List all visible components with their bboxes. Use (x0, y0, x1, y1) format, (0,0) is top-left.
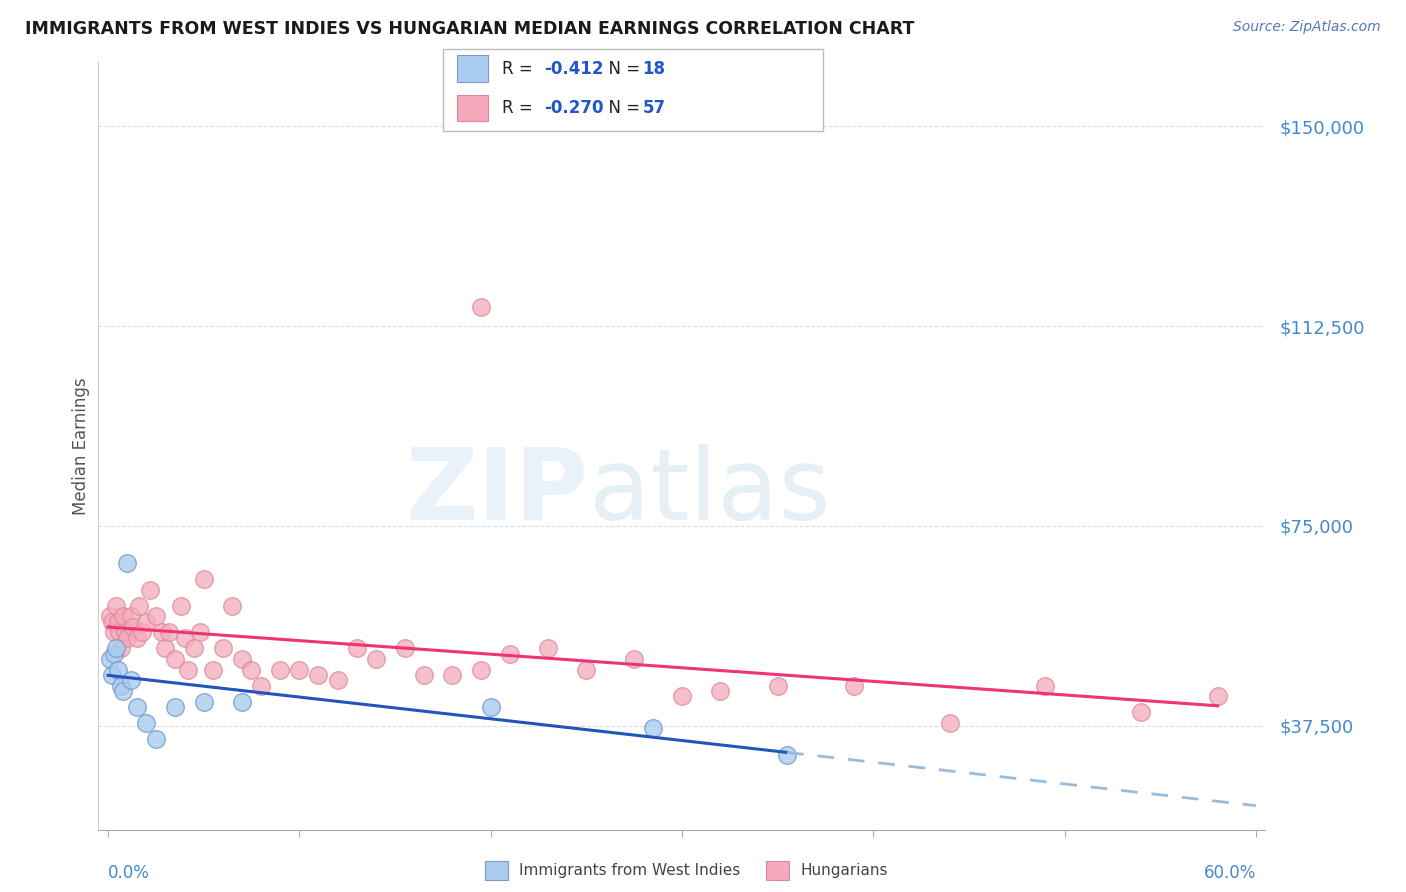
Point (470, 301, 492, 315)
Point (128, 599, 150, 613)
Point (394, 641, 416, 656)
Point (479, 700, 502, 714)
Text: IMMIGRANTS FROM WEST INDIES VS HUNGARIAN MEDIAN EARNINGS CORRELATION CHART: IMMIGRANTS FROM WEST INDIES VS HUNGARIAN… (25, 20, 915, 37)
Point (145, 609, 167, 624)
Text: -0.270: -0.270 (544, 99, 603, 117)
Point (115, 556, 138, 570)
Point (120, 609, 142, 624)
Y-axis label: Median Earnings: Median Earnings (72, 377, 90, 515)
Point (412, 668, 434, 682)
Point (193, 572, 215, 586)
Point (110, 641, 132, 656)
Text: Source: ZipAtlas.com: Source: ZipAtlas.com (1233, 20, 1381, 34)
Point (364, 652, 387, 666)
Point (107, 615, 129, 629)
Point (135, 615, 157, 629)
Point (120, 673, 142, 688)
Point (221, 599, 243, 613)
Point (108, 625, 131, 640)
Point (202, 663, 225, 677)
Point (183, 641, 205, 656)
Point (938, 716, 960, 731)
Point (98, 609, 121, 624)
Point (842, 679, 865, 693)
Point (121, 620, 143, 634)
Point (231, 695, 253, 709)
Text: ZIP: ZIP (406, 443, 589, 541)
Text: 18: 18 (643, 60, 665, 78)
Point (170, 599, 193, 613)
Point (1206, 690, 1229, 704)
Point (307, 668, 329, 682)
Point (104, 599, 127, 613)
Text: 57: 57 (643, 99, 665, 117)
Point (135, 716, 157, 731)
Point (193, 695, 215, 709)
Text: N =: N = (598, 60, 645, 78)
Point (211, 641, 233, 656)
Text: Hungarians: Hungarians (800, 863, 887, 878)
Text: 0.0%: 0.0% (108, 864, 150, 882)
Point (155, 641, 177, 656)
Point (470, 663, 492, 677)
Text: atlas: atlas (589, 443, 830, 541)
Point (112, 609, 135, 624)
Point (766, 679, 789, 693)
Point (107, 663, 129, 677)
Point (150, 625, 173, 640)
Point (112, 684, 135, 698)
Point (103, 625, 125, 640)
Point (131, 625, 153, 640)
Point (115, 631, 138, 645)
Point (575, 663, 598, 677)
Point (103, 647, 125, 661)
Text: N =: N = (598, 99, 645, 117)
Text: Immigrants from West Indies: Immigrants from West Indies (519, 863, 740, 878)
Point (250, 679, 273, 693)
Point (163, 700, 186, 714)
Point (709, 684, 731, 698)
Point (114, 625, 136, 640)
Point (177, 663, 200, 677)
Point (269, 663, 291, 677)
Text: R =: R = (502, 60, 538, 78)
Point (623, 652, 645, 666)
Point (1130, 706, 1153, 720)
Point (240, 663, 263, 677)
Text: R =: R = (502, 99, 538, 117)
Point (188, 625, 211, 640)
Point (346, 641, 368, 656)
Point (326, 673, 349, 688)
Point (231, 652, 253, 666)
Point (101, 615, 124, 629)
Point (173, 631, 195, 645)
Point (643, 722, 665, 736)
Point (125, 700, 148, 714)
Text: 60.0%: 60.0% (1204, 864, 1256, 882)
Point (288, 663, 311, 677)
Point (163, 652, 186, 666)
Point (671, 690, 693, 704)
Point (104, 641, 127, 656)
Point (776, 747, 799, 762)
Point (537, 641, 560, 656)
Point (139, 582, 162, 597)
Point (1035, 679, 1057, 693)
Point (157, 625, 180, 640)
Text: -0.412: -0.412 (544, 60, 603, 78)
Point (145, 731, 167, 746)
Point (101, 668, 124, 682)
Point (441, 668, 464, 682)
Point (110, 679, 132, 693)
Point (125, 631, 148, 645)
Point (98, 652, 121, 666)
Point (499, 647, 522, 661)
